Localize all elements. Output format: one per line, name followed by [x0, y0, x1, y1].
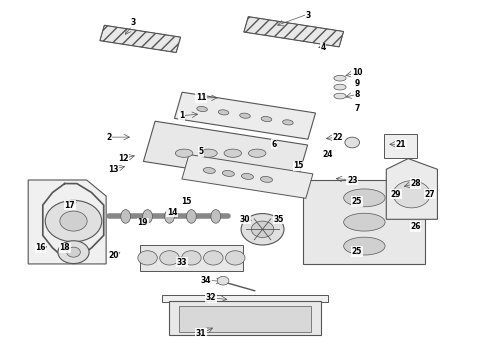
Text: 15: 15 [181, 197, 192, 206]
Ellipse shape [197, 107, 207, 112]
Text: 7: 7 [354, 104, 360, 113]
Circle shape [203, 251, 223, 265]
Text: 24: 24 [322, 150, 333, 159]
Text: 6: 6 [271, 140, 277, 149]
Text: 28: 28 [410, 179, 421, 188]
Ellipse shape [203, 167, 215, 174]
Text: 30: 30 [240, 215, 250, 224]
Polygon shape [303, 180, 425, 264]
Polygon shape [144, 121, 308, 185]
Polygon shape [100, 25, 181, 53]
Text: 14: 14 [167, 208, 177, 217]
Ellipse shape [283, 120, 293, 125]
Polygon shape [28, 180, 106, 264]
Circle shape [45, 201, 102, 242]
Ellipse shape [343, 213, 385, 231]
Ellipse shape [334, 84, 346, 90]
Text: 19: 19 [137, 219, 148, 228]
Text: 31: 31 [196, 329, 206, 338]
Circle shape [241, 213, 284, 245]
Circle shape [67, 247, 80, 257]
Circle shape [393, 181, 430, 208]
Text: 29: 29 [391, 190, 401, 199]
Circle shape [225, 251, 245, 265]
Text: 15: 15 [294, 161, 304, 170]
Ellipse shape [334, 75, 346, 81]
Text: 17: 17 [64, 201, 75, 210]
Ellipse shape [222, 171, 234, 176]
Text: 5: 5 [198, 147, 204, 156]
Polygon shape [162, 295, 328, 302]
Ellipse shape [248, 149, 266, 157]
Ellipse shape [224, 149, 242, 157]
Text: 3: 3 [306, 11, 311, 20]
Text: 12: 12 [118, 154, 128, 163]
Text: 8: 8 [354, 90, 360, 99]
Polygon shape [244, 17, 343, 47]
Ellipse shape [345, 137, 360, 148]
Text: 9: 9 [354, 79, 360, 88]
Text: 27: 27 [425, 190, 436, 199]
Ellipse shape [143, 210, 152, 223]
Ellipse shape [200, 149, 217, 157]
Ellipse shape [165, 210, 174, 223]
Circle shape [58, 241, 89, 264]
Text: 3: 3 [130, 18, 136, 27]
Text: 21: 21 [395, 140, 406, 149]
Circle shape [160, 251, 179, 265]
Ellipse shape [240, 113, 250, 118]
Circle shape [60, 211, 87, 231]
Text: 16: 16 [35, 243, 46, 252]
Polygon shape [386, 158, 438, 219]
Text: 20: 20 [108, 251, 119, 260]
Ellipse shape [242, 174, 253, 179]
Polygon shape [182, 154, 313, 198]
Text: 33: 33 [176, 258, 187, 267]
Ellipse shape [211, 210, 220, 223]
Text: 4: 4 [320, 43, 325, 52]
Text: 25: 25 [352, 247, 362, 256]
Text: 32: 32 [206, 293, 216, 302]
Polygon shape [179, 306, 311, 332]
Ellipse shape [343, 189, 385, 207]
Text: 10: 10 [352, 68, 362, 77]
Circle shape [182, 251, 201, 265]
Text: 11: 11 [196, 93, 206, 102]
Text: 13: 13 [108, 165, 119, 174]
Text: 35: 35 [274, 215, 284, 224]
Ellipse shape [261, 176, 272, 183]
Ellipse shape [121, 210, 130, 223]
Circle shape [251, 221, 274, 238]
Text: 23: 23 [347, 176, 357, 185]
Ellipse shape [261, 117, 272, 122]
Text: 26: 26 [410, 222, 421, 231]
Polygon shape [174, 92, 316, 139]
Circle shape [217, 276, 229, 285]
Ellipse shape [343, 237, 385, 255]
Ellipse shape [334, 93, 346, 99]
Text: 22: 22 [332, 132, 343, 141]
Ellipse shape [175, 149, 193, 157]
Ellipse shape [187, 210, 196, 223]
Text: 2: 2 [106, 132, 111, 141]
Polygon shape [140, 245, 243, 271]
Circle shape [138, 251, 157, 265]
Text: 34: 34 [201, 275, 211, 284]
Text: 18: 18 [59, 243, 70, 252]
Text: 1: 1 [179, 111, 184, 120]
Text: 25: 25 [352, 197, 362, 206]
Ellipse shape [218, 110, 229, 115]
Polygon shape [170, 301, 320, 336]
Polygon shape [384, 134, 417, 158]
